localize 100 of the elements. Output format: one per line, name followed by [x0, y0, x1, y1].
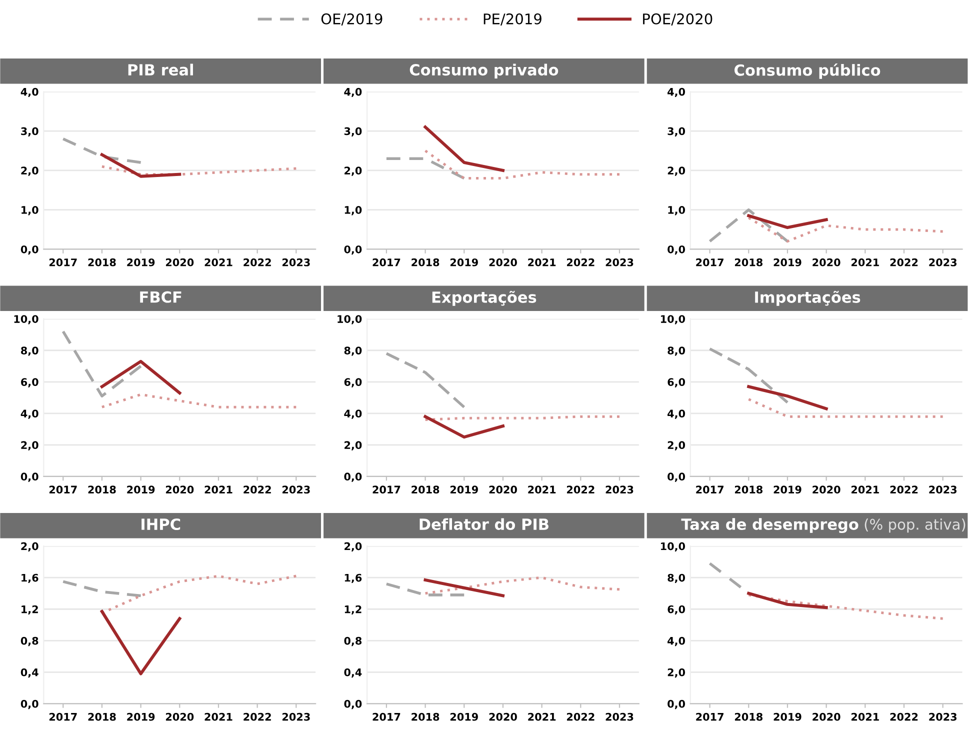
x-tick-label: 2018 — [88, 258, 116, 266]
y-tick-label: 4,0 — [344, 410, 362, 419]
x-tick-label: 2021 — [528, 486, 556, 494]
y-tick-label: 6,0 — [21, 378, 38, 388]
y-tick-label: 10,0 — [338, 315, 362, 324]
x-tick-label: 2018 — [88, 486, 116, 494]
y-tick-label: 4,0 — [668, 88, 686, 98]
y-tick-label: 0,8 — [344, 636, 362, 646]
x-tick-label: 2019 — [127, 486, 155, 494]
x-tick-label: 2023 — [929, 486, 957, 494]
x-tick-label: 2021 — [528, 712, 556, 721]
x-tick-label: 2020 — [812, 712, 840, 721]
x-tick-label: 2019 — [127, 258, 155, 266]
y-tick-label: 1,2 — [22, 605, 38, 615]
chart-title: PIB real — [128, 64, 193, 76]
x-tick-label: 2018 — [734, 258, 762, 266]
x-tick-label: 2021 — [204, 486, 232, 494]
x-tick-label: 2022 — [890, 712, 918, 721]
legend-label: PE/2019 — [484, 13, 542, 26]
y-tick-label: 0,0 — [344, 245, 362, 255]
x-tick-label: 2018 — [412, 712, 440, 721]
x-tick-label: 2019 — [450, 712, 478, 721]
y-tick-label: 3,0 — [668, 127, 686, 136]
y-tick-label: 8,0 — [21, 346, 38, 356]
x-tick-label: 2017 — [49, 486, 77, 494]
x-tick-label: 2018 — [734, 486, 762, 494]
y-tick-label: 0,0 — [344, 472, 362, 482]
chart-title: Consumo público — [734, 63, 880, 79]
line-series — [747, 216, 944, 243]
x-tick-label: 2023 — [282, 258, 310, 266]
y-tick-label: 6,0 — [668, 605, 686, 615]
x-tick-label: 2019 — [774, 258, 802, 266]
legend-label: POE/2020 — [643, 13, 712, 26]
y-tick-label: 1,0 — [22, 206, 38, 216]
y-tick-label: 0,0 — [668, 700, 686, 710]
x-tick-label: 2017 — [696, 712, 724, 721]
line-series — [747, 594, 944, 620]
x-tick-label: 2017 — [372, 258, 400, 266]
x-tick-label: 2022 — [890, 486, 918, 494]
y-tick-label: 2,0 — [21, 166, 38, 176]
x-tick-label: 2022 — [244, 258, 271, 266]
y-tick-label: 4,0 — [668, 636, 686, 646]
line-series — [424, 149, 621, 180]
x-tick-label: 2023 — [929, 712, 957, 721]
y-tick-label: 2,0 — [344, 441, 362, 450]
y-tick-label: 2,0 — [344, 542, 362, 552]
y-tick-label: 2,0 — [344, 166, 362, 176]
x-tick-label: 2017 — [696, 258, 724, 266]
x-tick-label: 2022 — [566, 712, 594, 721]
x-tick-label: 2022 — [566, 486, 594, 494]
y-tick-label: 8,0 — [344, 346, 362, 356]
chart-title: FBCF — [140, 291, 182, 303]
x-tick-label: 2023 — [606, 712, 634, 721]
x-tick-label: 2019 — [774, 486, 802, 494]
y-tick-label: 2,0 — [21, 542, 38, 552]
x-tick-label: 2023 — [929, 258, 957, 266]
x-tick-label: 2019 — [774, 712, 802, 721]
x-tick-label: 2017 — [49, 258, 77, 266]
y-tick-label: 6,0 — [344, 378, 362, 388]
y-tick-label: 8,0 — [668, 346, 686, 356]
chart-subtitle: (% pop. ativa) — [864, 518, 966, 533]
y-tick-label: 4,0 — [20, 410, 38, 419]
y-tick-label: 0,4 — [344, 668, 362, 678]
x-tick-label: 2022 — [244, 712, 271, 721]
x-tick-label: 2020 — [489, 486, 517, 494]
y-tick-label: 0,0 — [668, 245, 686, 255]
y-tick-label: 0,0 — [20, 700, 38, 710]
x-tick-label: 2017 — [372, 712, 400, 721]
x-tick-label: 2020 — [489, 712, 517, 721]
y-tick-label: 1,0 — [668, 206, 686, 216]
x-tick-label: 2021 — [851, 486, 879, 494]
chart-title: IHPC — [142, 518, 180, 530]
line-series — [424, 576, 621, 595]
y-tick-label: 1,2 — [344, 605, 362, 615]
y-tick-label: 2,0 — [668, 668, 686, 678]
x-tick-label: 2023 — [606, 486, 634, 494]
x-tick-label: 2020 — [812, 258, 840, 266]
x-tick-label: 2022 — [566, 258, 594, 266]
x-tick-label: 2020 — [166, 486, 194, 494]
x-tick-label: 2018 — [734, 712, 762, 721]
x-tick-label: 2021 — [204, 258, 232, 266]
y-tick-label: 1,0 — [344, 206, 362, 216]
y-tick-label: 2,0 — [668, 166, 686, 176]
x-tick-label: 2021 — [528, 258, 556, 266]
y-tick-label: 4,0 — [344, 88, 362, 98]
y-tick-label: 10,0 — [660, 542, 686, 552]
y-tick-label: 10,0 — [660, 315, 686, 324]
y-tick-label: 0,4 — [20, 668, 38, 678]
line-series — [100, 574, 298, 614]
x-tick-label: 2020 — [166, 258, 194, 266]
x-tick-label: 2022 — [244, 486, 271, 494]
chart-title: Deflator do PIB — [420, 518, 548, 530]
x-tick-label: 2021 — [851, 258, 879, 266]
chart-title: Taxa de desemprego — [681, 518, 858, 534]
y-tick-label: 3,0 — [344, 127, 362, 136]
x-tick-label: 2020 — [166, 712, 194, 721]
x-tick-label: 2019 — [450, 258, 478, 266]
x-tick-label: 2018 — [412, 258, 440, 266]
x-tick-label: 2019 — [450, 486, 478, 494]
y-tick-label: 6,0 — [668, 378, 686, 388]
